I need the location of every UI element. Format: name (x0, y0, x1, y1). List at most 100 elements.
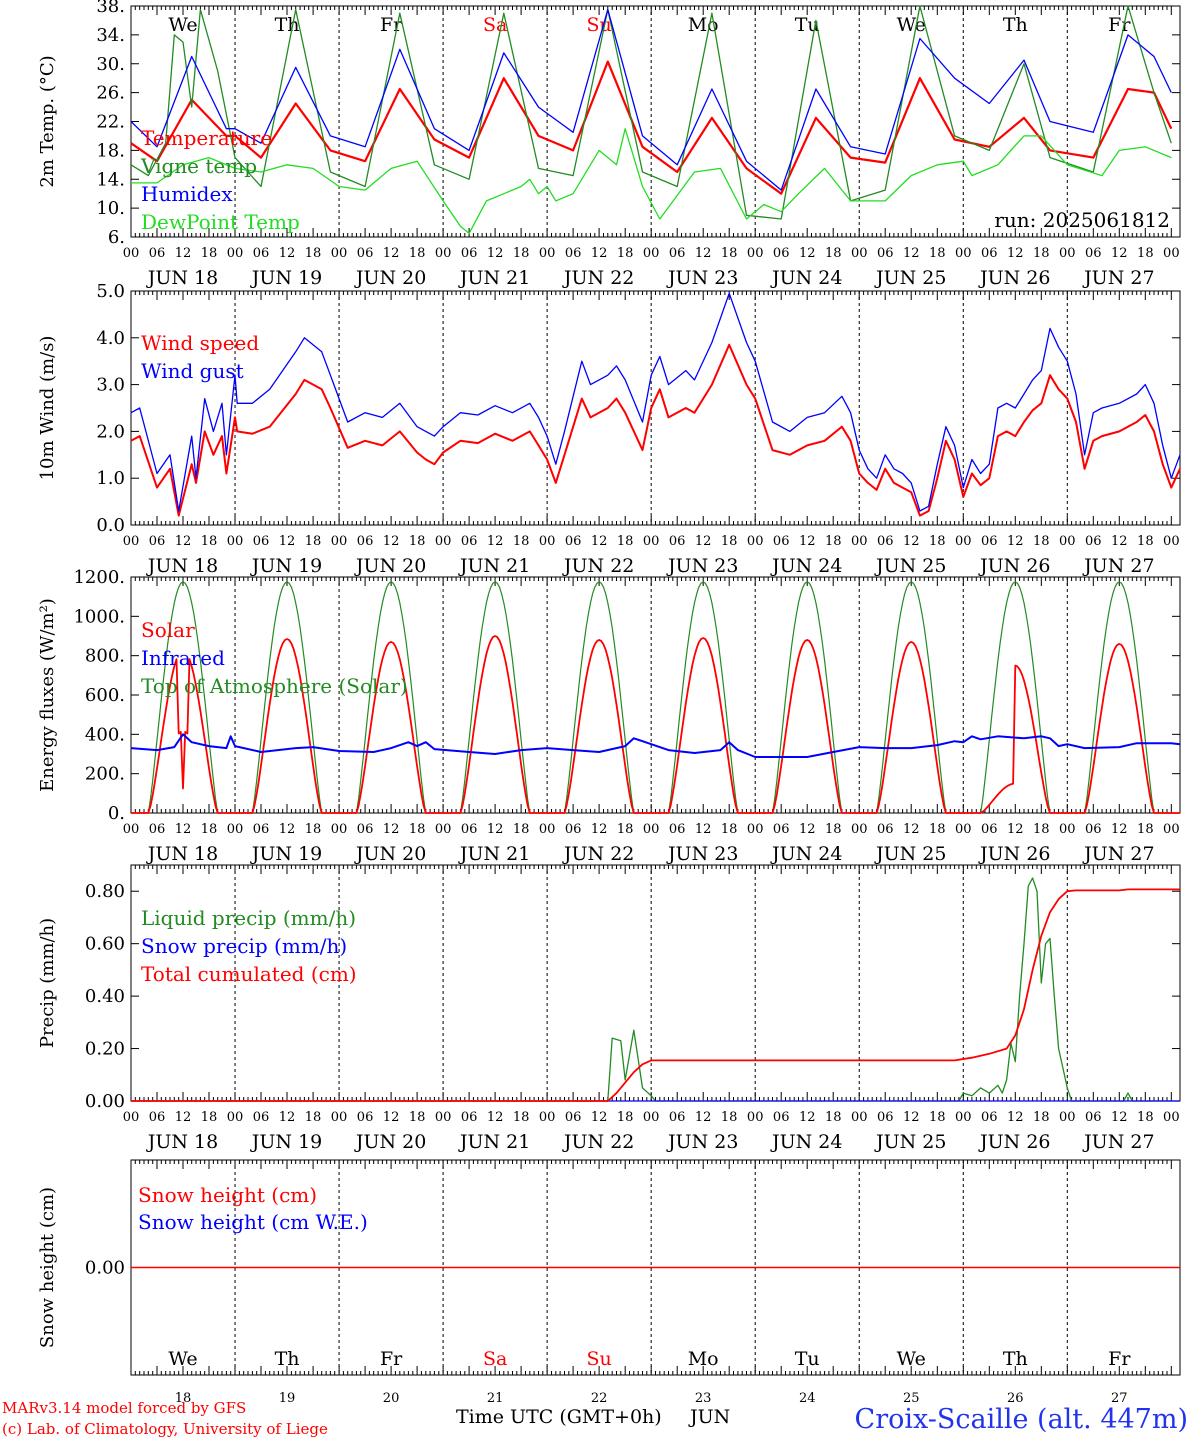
x-hour-label: 00 (851, 1110, 868, 1125)
x-hour-label: 12 (1007, 246, 1024, 261)
weekday-label: Sa (483, 1348, 507, 1370)
weekday-label: Fr (380, 1348, 403, 1370)
x-hour-label: 12 (903, 246, 920, 261)
x-hour-label: 00 (435, 534, 452, 549)
x-day-label: JUN 27 (1082, 1131, 1154, 1153)
x-day-label: JUN 21 (458, 555, 530, 577)
x-day-label: JUN 20 (354, 267, 426, 289)
panel-3: 0. 200. 400. 600. 800. 1000. 1200. Energy fluxe… (37, 567, 1181, 865)
y-axis-title: Precip (mm/h) (37, 918, 58, 1048)
weekday-label: Fr (1108, 14, 1131, 36)
x-hour-label: 12 (279, 246, 296, 261)
x-hour-label: 06 (253, 534, 270, 549)
x-hour-label: 00 (643, 822, 660, 837)
footer-station: Croix-Scaille (alt. 447m) (855, 1404, 1188, 1435)
x-day-label: JUN 24 (770, 555, 842, 577)
x-day-label: JUN 27 (1082, 267, 1154, 289)
legend-entry: Snow precip (mm/h) (141, 934, 347, 958)
x-hour-label: 12 (175, 534, 192, 549)
panel-1: 6. 10. 14. 18. 22. 26. 30. 34. 38. 2m Temp. (°C) 0… (37, 0, 1181, 289)
footer: MARv3.14 model forced by GFS (c) Lab. of… (2, 1399, 1188, 1438)
x-hour-label: 12 (799, 1110, 816, 1125)
x-hour-label: 06 (565, 246, 582, 261)
legend-entry: Temperature (141, 126, 272, 150)
footer-model: MARv3.14 model forced by GFS (2, 1399, 246, 1417)
y-tick-label: 0.0 (96, 515, 125, 536)
x-hour-label: 00 (331, 1110, 348, 1125)
x-hour-label: 18 (513, 822, 530, 837)
x-day-label: JUN 26 (978, 555, 1050, 577)
x-day-label: JUN 23 (666, 843, 738, 865)
series-solar (131, 635, 1180, 814)
x-hour-label: 18 (1137, 534, 1154, 549)
x-hour-label: 06 (357, 822, 374, 837)
x-day-label: JUN 26 (978, 843, 1050, 865)
x-hour-label: 18 (409, 534, 426, 549)
y-tick-label: 200. (85, 764, 125, 785)
legend-entry: Snow height (cm W.E.) (138, 1210, 368, 1234)
x-hour-label: 00 (227, 534, 244, 549)
x-hour-label: 00 (331, 822, 348, 837)
x-hour-label: 12 (383, 1110, 400, 1125)
x-daynum-label: 18 (175, 1391, 192, 1406)
x-hour-label: 06 (565, 822, 582, 837)
x-hour-label: 00 (1059, 822, 1076, 837)
x-hour-label: 06 (773, 822, 790, 837)
x-day-label: JUN 19 (250, 843, 322, 865)
y-axis-title: Energy fluxes (W/m²) (37, 598, 58, 792)
legend-entry: Wind speed (141, 331, 259, 355)
x-hour-label: 18 (721, 1110, 738, 1125)
y-tick-label: 0.00 (85, 1258, 125, 1279)
plot-frame (130, 290, 1181, 526)
x-hour-label: 00 (435, 246, 452, 261)
y-tick-label: 400. (85, 724, 125, 745)
y-tick-label: 0.60 (85, 934, 125, 955)
x-hour-label: 12 (487, 246, 504, 261)
x-daynum-label: 20 (383, 1391, 400, 1406)
x-hour-label: 18 (1033, 822, 1050, 837)
weekday-label: Tu (795, 14, 820, 36)
x-hour-label: 12 (279, 1110, 296, 1125)
x-hour-label: 12 (695, 534, 712, 549)
x-hour-label: 00 (955, 246, 972, 261)
y-tick-label: 600. (85, 685, 125, 706)
x-day-label: JUN 20 (354, 555, 426, 577)
x-hour-label: 06 (149, 822, 166, 837)
x-day-label: JUN 22 (562, 267, 634, 289)
y-tick-label: 800. (85, 646, 125, 667)
x-hour-label: 18 (825, 1110, 842, 1125)
x-hour-label: 18 (305, 822, 322, 837)
x-hour-label: 18 (201, 534, 218, 549)
x-hour-label: 00 (227, 1110, 244, 1125)
x-hour-label: 12 (383, 822, 400, 837)
x-hour-label: 00 (1163, 1110, 1180, 1125)
x-hour-label: 00 (851, 246, 868, 261)
x-hour-label: 18 (825, 534, 842, 549)
x-hour-label: 12 (1007, 1110, 1024, 1125)
x-daynum-label: 25 (903, 1391, 920, 1406)
x-hour-label: 12 (175, 822, 192, 837)
x-hour-label: 00 (123, 246, 140, 261)
x-hour-label: 00 (123, 1110, 140, 1125)
y-tick-label: 26. (96, 83, 125, 104)
x-hour-label: 18 (409, 1110, 426, 1125)
x-hour-label: 06 (981, 246, 998, 261)
x-hour-label: 18 (1033, 534, 1050, 549)
x-hour-label: 12 (383, 246, 400, 261)
weekday-label: We (897, 14, 926, 36)
legend-entry: Solar (141, 618, 195, 642)
footer-month: JUN (688, 1406, 730, 1428)
x-hour-label: 00 (123, 822, 140, 837)
y-tick-label: 22. (96, 112, 125, 133)
x-hour-label: 12 (799, 534, 816, 549)
footer-lab: (c) Lab. of Climatology, University of L… (2, 1420, 328, 1438)
x-hour-label: 00 (539, 1110, 556, 1125)
x-hour-label: 18 (409, 246, 426, 261)
x-hour-label: 06 (877, 534, 894, 549)
x-hour-label: 06 (565, 534, 582, 549)
weekday-label: Sa (483, 14, 507, 36)
x-hour-label: 12 (591, 534, 608, 549)
x-day-label: JUN 23 (666, 555, 738, 577)
x-day-label: JUN 25 (874, 267, 946, 289)
x-hour-label: 18 (617, 534, 634, 549)
